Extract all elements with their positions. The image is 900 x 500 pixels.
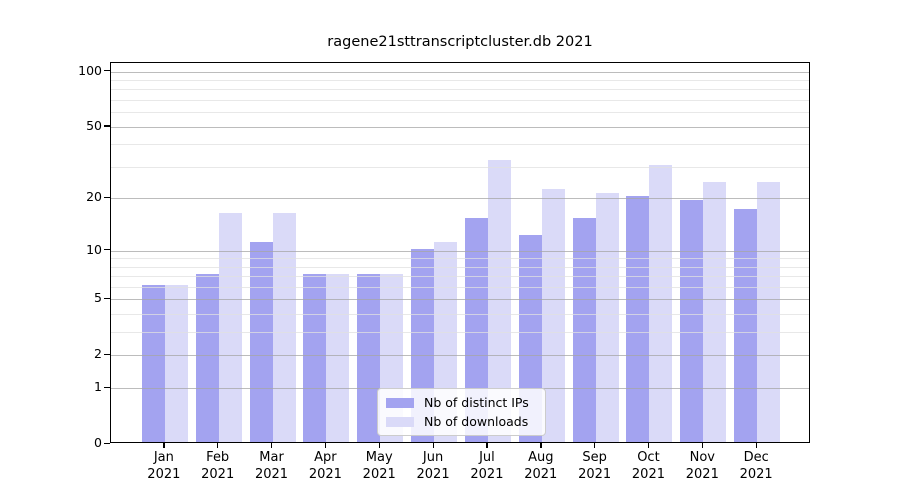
y-tick-mark [104,386,110,388]
x-tick-mark [755,443,757,448]
x-tick-label-jan: Jan 2021 [147,450,181,482]
y-tick-mark [104,249,110,251]
x-tick-label-mar: Mar 2021 [254,450,289,482]
legend-row-distinct-ips: Nb of distinct IPs [386,395,537,410]
bar-distinct-ips-feb [195,274,219,442]
y-tick-mark [104,125,110,127]
legend: Nb of distinct IPs Nb of downloads [377,388,546,436]
x-tick-label-aug: Aug 2021 [524,450,558,482]
x-tick-mark [163,443,165,448]
chart-title: ragene21sttranscriptcluster.db 2021 [327,34,593,50]
x-tick-mark [432,443,434,448]
bar-downloads-aug [541,189,565,442]
x-tick-label-dec: Dec 2021 [739,450,773,482]
bar-downloads-apr [326,274,350,442]
x-tick-label-may: May 2021 [362,450,396,482]
y-tick-mark [104,297,110,300]
x-tick-label-feb: Feb 2021 [201,450,235,482]
x-tick-mark [647,443,650,448]
bar-downloads-nov [703,182,727,442]
bar-distinct-ips-jul [464,218,488,442]
x-tick-mark [594,443,596,448]
bar-distinct-ips-may [357,274,381,442]
x-tick-mark [486,443,488,448]
x-tick-label-oct: Oct 2021 [631,450,665,482]
x-tick-label-nov: Nov 2021 [685,450,719,482]
bar-distinct-ips-nov [680,200,704,442]
bar-distinct-ips-dec [734,208,758,442]
legend-swatch-downloads [386,416,414,427]
bar-downloads-dec [757,182,781,442]
y-tick-label: 1 [94,379,102,395]
plot-area: Nb of distinct IPs Nb of downloads [110,62,810,443]
x-tick-mark [378,443,381,448]
x-tick-label-jun: Jun 2021 [416,450,450,482]
y-tick-mark [104,196,110,199]
bar-downloads-mar [272,213,296,442]
y-tick-label: 10 [86,241,102,257]
y-tick-label: 2 [94,346,102,362]
bar-distinct-ips-apr [303,274,327,442]
bar-distinct-ips-oct [626,196,650,442]
legend-label-downloads: Nb of downloads [424,414,529,429]
y-tick-label: 5 [94,290,102,306]
legend-label-distinct-ips: Nb of distinct IPs [424,395,529,410]
legend-row-downloads: Nb of downloads [386,414,537,429]
y-tick-mark [104,70,110,72]
bar-downloads-jul [487,159,511,442]
legend-swatch-distinct-ips [386,397,414,408]
bar-distinct-ips-jan [141,285,165,442]
x-tick-label-sep: Sep 2021 [578,450,612,482]
y-tick-label: 0 [94,435,102,450]
bar-distinct-ips-sep [572,218,596,442]
y-tick-mark [104,442,110,444]
bars-layer [111,63,809,442]
x-tick-mark [271,443,273,448]
x-tick-mark [540,443,542,448]
y-tick-mark [104,353,110,356]
y-tick-label: 50 [86,117,102,133]
y-tick-label: 100 [78,62,102,78]
bar-downloads-sep [595,192,619,442]
bar-downloads-jan [164,285,188,442]
bar-distinct-ips-mar [249,241,273,442]
x-tick-mark [217,443,219,448]
bar-downloads-feb [218,213,242,442]
x-tick-mark [324,443,327,448]
y-tick-label: 20 [86,189,102,205]
bar-downloads-oct [649,164,673,442]
x-tick-label-apr: Apr 2021 [308,450,342,482]
x-tick-mark [701,443,704,448]
x-tick-label-jul: Jul 2021 [470,450,504,482]
